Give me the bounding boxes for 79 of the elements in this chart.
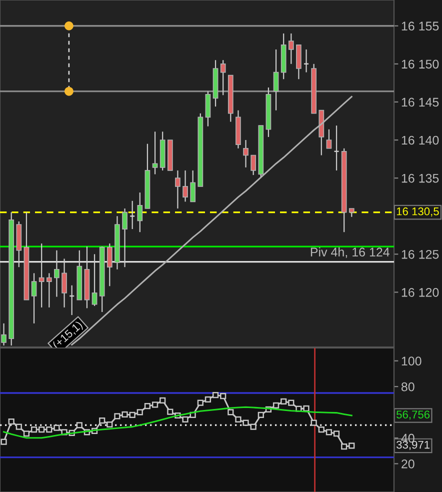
point xyxy=(129,412,136,418)
point xyxy=(303,405,310,412)
point xyxy=(38,426,45,433)
candlestick xyxy=(288,32,294,64)
point xyxy=(197,400,204,406)
point xyxy=(46,426,52,433)
point xyxy=(30,426,38,433)
point xyxy=(23,430,30,437)
point xyxy=(220,393,226,400)
y-tick-label: 16 120 xyxy=(402,288,439,297)
candlestick xyxy=(220,60,226,96)
point xyxy=(8,418,14,425)
candlestick xyxy=(175,170,180,210)
y-tick-label: 16 125 xyxy=(402,250,439,259)
candlestick xyxy=(303,48,310,73)
point xyxy=(182,416,188,423)
point xyxy=(76,422,82,428)
point xyxy=(341,444,348,450)
y-tick-label: 80 xyxy=(401,382,414,392)
y-tick-label: 16 155 xyxy=(402,22,439,31)
candlestick xyxy=(182,170,188,202)
point xyxy=(99,417,106,424)
candlestick xyxy=(46,272,52,308)
candlestick xyxy=(243,139,248,168)
candlestick xyxy=(190,170,196,202)
candlestick xyxy=(62,258,67,308)
point xyxy=(16,424,22,430)
candlestick xyxy=(129,200,136,230)
y-tick-label: 16 145 xyxy=(402,98,439,107)
y-tick-label: 16 135 xyxy=(402,174,439,183)
point xyxy=(114,413,120,420)
candlestick xyxy=(152,131,158,175)
point xyxy=(167,408,174,415)
point xyxy=(144,403,151,410)
ref-line-label: Piv 4h, 16 124 xyxy=(310,247,390,258)
point xyxy=(228,409,234,416)
point xyxy=(106,421,113,428)
ref-line-label: 16 130,5 xyxy=(396,207,439,217)
point xyxy=(54,424,60,431)
point xyxy=(318,426,324,433)
point xyxy=(280,398,287,405)
candlestick xyxy=(122,208,128,268)
point xyxy=(333,430,340,437)
candlestick xyxy=(1,322,6,346)
point xyxy=(204,396,212,402)
candlestick xyxy=(106,242,112,287)
candlestick xyxy=(205,90,211,127)
point xyxy=(212,392,219,398)
point xyxy=(288,400,294,406)
point xyxy=(326,429,332,436)
point xyxy=(0,438,7,445)
candlestick xyxy=(326,128,332,149)
y-tick-label: 16 140 xyxy=(402,136,439,145)
point xyxy=(250,424,256,430)
candlestick xyxy=(273,48,279,111)
point xyxy=(136,409,143,416)
text: 56,756 xyxy=(396,410,430,420)
candlestick xyxy=(38,242,44,308)
y-tick-label: 20 xyxy=(402,460,414,468)
y-tick-label: 16 150 xyxy=(402,60,439,69)
point xyxy=(160,397,166,404)
candlestick xyxy=(92,254,98,306)
point xyxy=(242,420,249,426)
y-tick-label: 100 xyxy=(402,356,422,366)
candlestick xyxy=(334,125,340,172)
point xyxy=(152,402,158,408)
candlestick xyxy=(137,192,143,233)
point xyxy=(348,442,355,449)
point xyxy=(258,412,264,418)
candlestick xyxy=(296,44,302,80)
point xyxy=(122,411,128,418)
candlestick xyxy=(250,154,256,176)
candlestick xyxy=(68,284,75,316)
point xyxy=(235,416,242,423)
point xyxy=(272,402,280,409)
candlestick xyxy=(31,272,37,324)
point xyxy=(310,420,317,426)
candlestick xyxy=(54,250,60,298)
text: 33,971 xyxy=(396,440,430,450)
